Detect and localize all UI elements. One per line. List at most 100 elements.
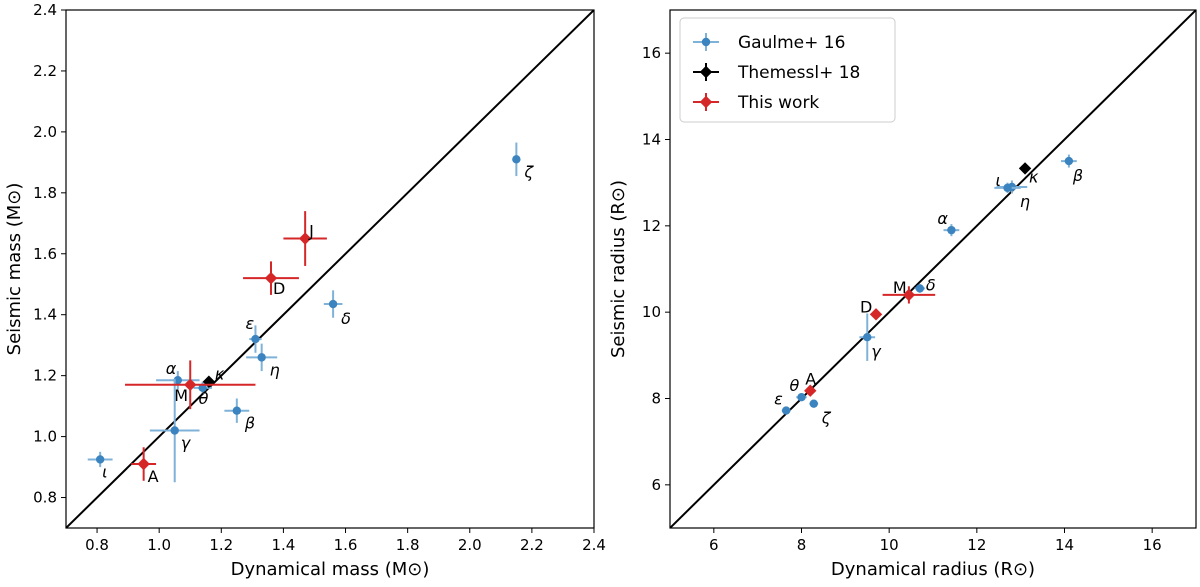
x-tick-label: 12 <box>967 536 986 554</box>
data-point <box>781 406 791 415</box>
y-tick-label: 2.0 <box>33 123 57 141</box>
point-label: δ <box>926 275 936 294</box>
data-point <box>170 426 179 435</box>
plot-frame <box>669 9 1197 529</box>
y-tick-label: 1.0 <box>33 428 57 446</box>
point-label: κ <box>215 365 225 384</box>
point-label: A <box>805 370 816 389</box>
point-label: γ <box>181 433 192 452</box>
data-point <box>328 299 338 309</box>
data-point <box>947 225 956 235</box>
legend-marker <box>699 65 713 79</box>
x-tick-label: 8 <box>797 536 807 554</box>
y-tick-label: 8 <box>651 390 661 408</box>
data-point <box>512 155 521 164</box>
point-label: ε <box>245 314 254 333</box>
y-tick-label: 1.4 <box>33 306 57 324</box>
x-tick-label: 10 <box>880 536 899 554</box>
point-label: α <box>166 359 177 378</box>
point-label: β <box>244 414 255 433</box>
point-label: ι <box>996 171 1001 190</box>
data-point <box>797 393 806 402</box>
point-label: κ <box>1029 167 1039 186</box>
x-tick-label: 1.6 <box>334 536 358 554</box>
legend-box <box>679 17 896 123</box>
point-label: η <box>270 360 280 379</box>
data-point <box>173 376 183 385</box>
one-to-one-line <box>66 10 594 528</box>
x-tick-label: 1.2 <box>209 536 233 554</box>
point-label: γ <box>871 342 882 361</box>
point-label: ι <box>102 462 107 481</box>
x-tick-label: 2.4 <box>582 536 606 554</box>
legend-label: This work <box>737 93 819 113</box>
point-label: ε <box>774 390 783 409</box>
point-label: M <box>174 386 188 405</box>
legend: Gaulme+ 16 Themessl+ 18 This work <box>679 17 896 123</box>
series-this-work: A M D J <box>125 211 327 486</box>
legend-entry-this-work: This work <box>693 93 819 113</box>
point-label: D <box>273 279 285 298</box>
x-tick-label: 2.2 <box>520 536 544 554</box>
y-tick-label: 1.6 <box>33 245 57 263</box>
data-point <box>95 455 105 464</box>
x-tick-label: 6 <box>709 536 719 554</box>
data-point <box>184 378 197 391</box>
legend-marker <box>701 37 711 47</box>
series-gaulme-16: ι α γ θ β ε η δ ζ <box>87 142 534 483</box>
y-axis-label: Seismic radius (R⊙) <box>608 180 629 358</box>
point-label: D <box>860 297 872 316</box>
data-point <box>915 284 925 293</box>
x-tick-label: 1.8 <box>396 536 420 554</box>
y-tick-label: 16 <box>642 44 661 62</box>
series-gaulme-16: εθ ζ γ δ α ηι β <box>774 154 1083 428</box>
point-label: η <box>1020 192 1030 211</box>
y-tick-label: 12 <box>642 217 661 235</box>
point-label: θ <box>790 376 800 395</box>
data-point <box>809 399 818 408</box>
data-point <box>251 334 260 344</box>
data-point <box>863 333 872 342</box>
data-point <box>804 384 817 397</box>
data-point <box>137 457 150 471</box>
y-tick-label: 14 <box>642 131 661 149</box>
y-tick-label: 0.8 <box>33 489 57 507</box>
point-label: ζ <box>821 409 832 428</box>
legend-label: Gaulme+ 16 <box>738 33 845 53</box>
data-point <box>264 271 278 285</box>
data-point <box>1018 162 1032 175</box>
point-label: β <box>1072 166 1083 185</box>
plot-frame <box>65 9 595 529</box>
series-themessl-18: κ <box>1018 162 1039 186</box>
x-tick-label: 1.4 <box>271 536 295 554</box>
x-tick-label: 16 <box>1143 536 1162 554</box>
y-tick-label: 10 <box>642 303 661 321</box>
x-tick-label: 14 <box>1055 536 1074 554</box>
data-point <box>232 406 242 415</box>
x-tick-label: 0.8 <box>85 536 109 554</box>
x-tick-label: 2.0 <box>458 536 482 554</box>
y-tick-label: 2.2 <box>33 62 57 80</box>
y-tick-label: 2.4 <box>33 1 57 19</box>
y-tick-label: 1.8 <box>33 184 57 202</box>
point-label: M <box>893 278 907 297</box>
data-point <box>257 353 266 362</box>
point-label: J <box>308 222 314 241</box>
legend-marker <box>699 95 713 109</box>
point-label: θ <box>199 389 209 408</box>
data-point <box>1003 183 1012 193</box>
x-axis-label: Dynamical mass (M⊙) <box>231 559 430 580</box>
x-tick-label: 1.0 <box>147 536 171 554</box>
data-point <box>869 308 883 321</box>
data-point <box>902 288 916 302</box>
legend-entry-gaulme-16: Gaulme+ 16 <box>693 33 845 53</box>
series-this-work: A D M <box>804 278 936 397</box>
legend-label: Themessl+ 18 <box>737 63 860 83</box>
point-label: δ <box>341 309 351 328</box>
data-point <box>1064 156 1074 166</box>
data-point <box>298 232 312 245</box>
legend-entry-themessl-18: Themessl+ 18 <box>693 63 860 83</box>
x-axis-label: Dynamical radius (R⊙) <box>831 559 1035 580</box>
